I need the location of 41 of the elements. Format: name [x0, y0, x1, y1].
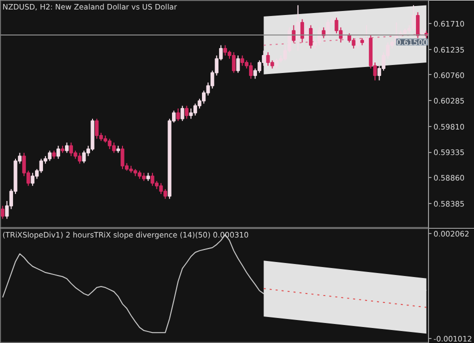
- candlestick: [416, 12, 420, 39]
- candlestick: [189, 108, 193, 120]
- candlestick: [326, 18, 330, 39]
- candlestick: [292, 24, 296, 44]
- candlestick: [56, 145, 60, 160]
- candlestick: [249, 62, 253, 80]
- candlestick: [0, 205, 4, 220]
- candlestick: [193, 103, 198, 116]
- candlestick: [78, 152, 82, 164]
- candlestick: [184, 105, 189, 120]
- candlestick: [240, 55, 244, 66]
- candlestick: [150, 172, 154, 186]
- candlestick: [232, 52, 236, 74]
- candlestick: [112, 142, 116, 154]
- candlestick: [364, 24, 368, 46]
- candlestick: [176, 108, 180, 122]
- candlestick: [180, 105, 184, 122]
- candlestick: [296, 4, 300, 52]
- candlestick: [347, 32, 352, 44]
- candlestick: [69, 142, 73, 157]
- candlestick: [30, 172, 34, 186]
- candlestick: [352, 38, 356, 49]
- candlestick: [163, 188, 168, 200]
- candlestick: [266, 52, 270, 66]
- candlestick: [82, 150, 86, 164]
- candlestick: [236, 55, 240, 74]
- candlestick: [356, 38, 360, 49]
- candlestick: [412, 4, 416, 32]
- candlestick: [343, 30, 347, 41]
- candlestick: [65, 142, 69, 154]
- candlestick: [108, 138, 112, 150]
- candlestick: [274, 58, 278, 69]
- candlestick: [304, 24, 308, 41]
- candlestick: [308, 24, 313, 49]
- candlestick: [159, 182, 163, 194]
- candlestick: [318, 26, 322, 46]
- candlestick: [94, 118, 99, 140]
- candlestick: [120, 145, 124, 170]
- candlestick: [48, 150, 52, 162]
- candlestick: [300, 18, 304, 44]
- candlestick: [223, 44, 228, 56]
